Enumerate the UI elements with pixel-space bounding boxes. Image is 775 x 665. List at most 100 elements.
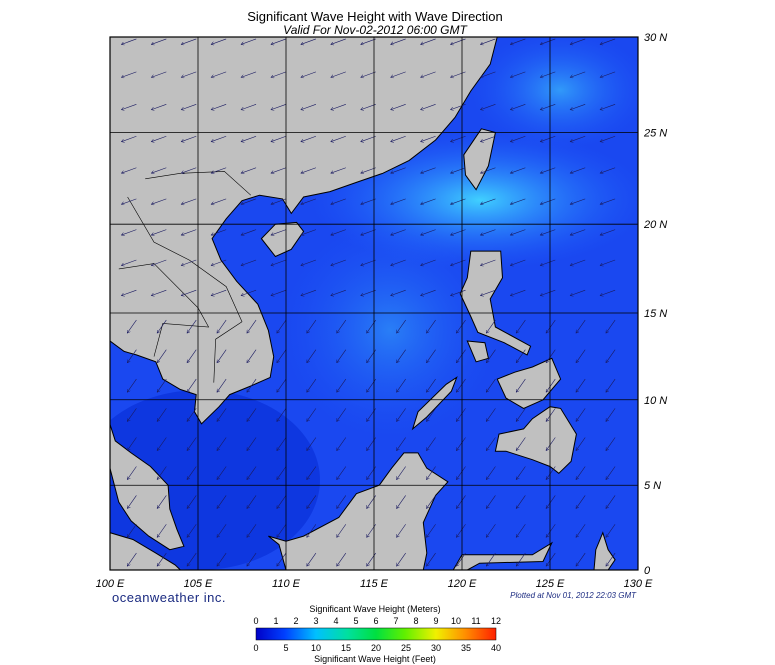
wave-arrow <box>337 466 347 479</box>
wave-arrow <box>121 104 137 109</box>
wave-arrow <box>331 198 346 204</box>
wave-arrow <box>391 71 406 77</box>
wave-arrow <box>211 71 227 77</box>
wave-arrow <box>606 552 616 566</box>
meters-tick-label: 3 <box>313 616 318 626</box>
wave-arrow <box>510 198 526 204</box>
wave-arrow <box>247 524 257 537</box>
wave-arrow <box>516 349 526 363</box>
wave-arrow <box>540 38 556 44</box>
wave-arrow <box>606 437 616 450</box>
meters-tick-label: 9 <box>433 616 438 626</box>
wave-arrow <box>151 259 167 265</box>
wave-arrow <box>271 104 287 109</box>
wave-arrow <box>510 259 526 265</box>
wave-arrow <box>181 71 197 77</box>
wave-arrow <box>181 229 197 235</box>
wave-arrow <box>157 408 167 421</box>
wave-arrow <box>426 524 436 537</box>
wave-arrow <box>217 319 227 333</box>
wave-arrow <box>421 104 436 109</box>
wave-arrow <box>361 135 376 141</box>
wave-arrow <box>450 289 466 295</box>
wave-arrow <box>540 71 556 77</box>
border <box>118 263 210 357</box>
wave-arrow <box>151 135 167 141</box>
wave-arrow <box>516 466 526 479</box>
wave-arrow <box>456 524 466 537</box>
wave-arrow <box>307 495 317 508</box>
wave-arrow <box>301 229 317 235</box>
wave-arrow <box>576 378 586 392</box>
feet-tick-label: 40 <box>491 643 501 653</box>
wave-arrow <box>337 319 347 333</box>
wave-arrow <box>181 259 197 265</box>
wave-arrow <box>361 104 376 109</box>
wave-arrow <box>426 466 436 479</box>
wave-arrow <box>546 408 556 421</box>
wave-arrow <box>576 495 586 508</box>
wave-arrow <box>450 229 466 235</box>
wave-arrow <box>540 229 556 235</box>
wave-arrow <box>151 198 167 204</box>
wave-arrow <box>361 229 376 235</box>
wave-arrow <box>217 466 227 479</box>
wave-arrow <box>480 229 496 235</box>
wave-arrow <box>480 135 496 141</box>
wave-arrow <box>301 167 317 173</box>
wave-arrow <box>217 378 227 392</box>
wave-arrow <box>421 167 436 173</box>
wave-arrow <box>151 104 167 109</box>
wave-arrow <box>606 408 616 421</box>
wave-arrow <box>391 167 406 173</box>
wave-arrow <box>307 378 317 392</box>
wave-arrow <box>480 104 496 109</box>
wave-arrow <box>241 104 257 109</box>
wave-arrow <box>301 71 317 77</box>
wave-arrow <box>187 408 197 421</box>
lat-label: 20 N <box>643 219 667 231</box>
colorbar-title: Significant Wave Height (Feet) <box>314 654 436 664</box>
feet-tick-label: 15 <box>341 643 351 653</box>
wave-arrow <box>456 349 466 363</box>
wave-arrow <box>217 349 227 363</box>
wave-arrow <box>181 38 197 44</box>
wave-arrow <box>187 319 197 333</box>
wave-arrow <box>157 524 167 537</box>
wave-arrow <box>211 229 227 235</box>
meters-tick-label: 5 <box>353 616 358 626</box>
wave-arrow <box>277 349 287 363</box>
wave-arrow <box>391 229 406 235</box>
wave-arrow <box>540 104 556 109</box>
land-mainland <box>110 37 498 551</box>
wave-arrow <box>247 349 257 363</box>
lon-label: 125 E <box>536 578 565 590</box>
wave-arrow <box>516 552 526 566</box>
wave-arrow <box>486 349 496 363</box>
wave-arrow <box>301 198 317 204</box>
wave-arrow <box>157 466 167 479</box>
wave-arrow <box>546 495 556 508</box>
wave-arrow <box>516 378 526 392</box>
wave-arrow <box>241 259 257 265</box>
wave-arrow <box>337 495 347 508</box>
lat-label: 15 N <box>644 308 667 320</box>
wave-arrow <box>307 524 317 537</box>
land-mindoro <box>466 340 489 363</box>
wave-arrow <box>421 229 436 235</box>
land-mindanao <box>494 406 577 474</box>
meters-tick-label: 12 <box>491 616 501 626</box>
wave-arrow <box>277 495 287 508</box>
high-wave-zone <box>280 220 500 440</box>
feet-tick-label: 35 <box>461 643 471 653</box>
lat-label: 25 N <box>643 128 667 140</box>
wave-arrow <box>301 135 317 141</box>
wave-arrow <box>157 349 167 363</box>
wave-arrow <box>241 167 257 173</box>
wave-arrow <box>576 524 586 537</box>
wave-arrow <box>510 135 526 141</box>
wave-arrow <box>157 319 167 333</box>
wave-arrow <box>247 466 257 479</box>
wave-arrow <box>510 229 526 235</box>
meters-tick-label: 10 <box>451 616 461 626</box>
